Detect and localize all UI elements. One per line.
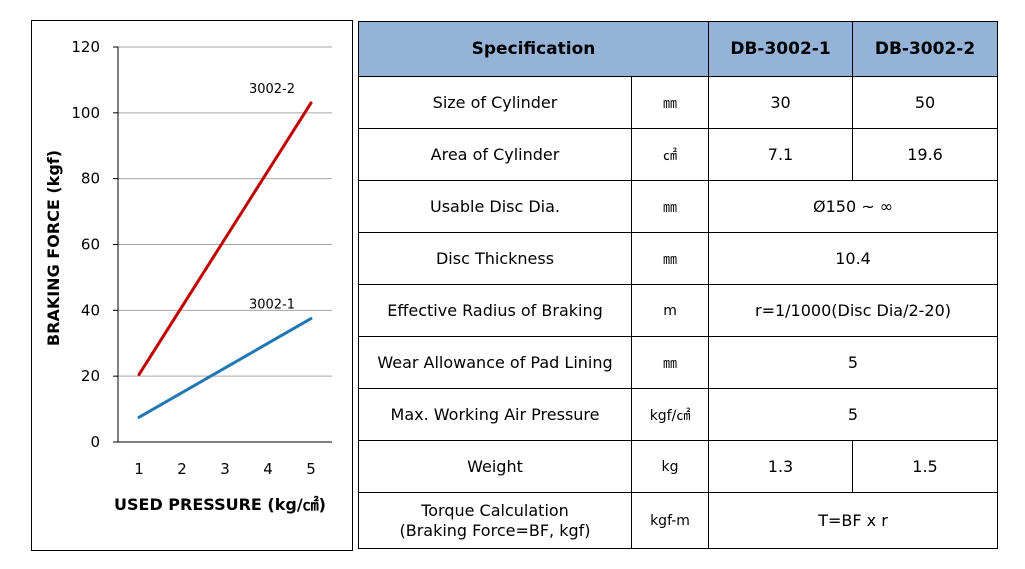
header-db-3002-2: DB-3002-2 xyxy=(852,21,999,77)
row-unit: ㎜ xyxy=(630,180,710,233)
y-axis-title: BRAKING FORCE (kgf) xyxy=(44,150,63,346)
series-label-3002-2: 3002-2 xyxy=(249,82,295,97)
specification-table: Specification DB-3002-1 DB-3002-2 Size o… xyxy=(357,21,999,549)
row-value-shared: T=BF x r xyxy=(708,492,999,549)
table-row: Effective Radius of Braking m r=1/1000(D… xyxy=(358,284,999,337)
row-unit: ㎜ xyxy=(630,336,710,389)
x-tick-label: 5 xyxy=(306,460,316,478)
row-value-shared: 10.4 xyxy=(708,232,999,285)
row-unit: kgf-m xyxy=(630,492,710,549)
y-tick-label: 120 xyxy=(71,38,100,56)
row-value-db-3002-1: 7.1 xyxy=(708,128,854,181)
y-tick-label: 100 xyxy=(71,104,100,122)
row-label: Wear Allowance of Pad Lining xyxy=(358,336,632,389)
y-tick-label: 0 xyxy=(90,433,100,451)
row-value-db-3002-2: 19.6 xyxy=(852,128,999,181)
row-label-line-2: (Braking Force=BF, kgf) xyxy=(399,520,591,540)
y-tick-label: 80 xyxy=(81,170,100,188)
table-row: Wear Allowance of Pad Lining ㎜ 5 xyxy=(358,336,999,389)
table-row: Torque Calculation (Braking Force=BF, kg… xyxy=(358,492,999,549)
row-value-db-3002-2: 50 xyxy=(852,76,999,129)
row-unit: ㎜ xyxy=(630,232,710,285)
row-label: Effective Radius of Braking xyxy=(358,284,632,337)
row-unit: m xyxy=(630,284,710,337)
series-line-3002-1 xyxy=(137,317,313,419)
row-label: Usable Disc Dia. xyxy=(358,180,632,233)
row-value-shared: 5 xyxy=(708,336,999,389)
row-unit: ㎠ xyxy=(630,128,710,181)
row-value-db-3002-1: 30 xyxy=(708,76,854,129)
header-specification: Specification xyxy=(357,21,710,77)
row-label: Weight xyxy=(358,440,632,493)
table-row: Usable Disc Dia. ㎜ Ø150 ~ ∞ xyxy=(358,180,999,233)
row-value-db-3002-1: 1.3 xyxy=(708,440,854,493)
y-tick-label: 20 xyxy=(81,367,100,385)
table-row: Weight kg 1.3 1.5 xyxy=(358,440,999,493)
row-unit: ㎜ xyxy=(630,76,710,129)
row-value-shared: r=1/1000(Disc Dia/2-20) xyxy=(708,284,999,337)
row-label: Size of Cylinder xyxy=(358,76,632,129)
y-tick-label: 40 xyxy=(81,301,100,319)
row-value-shared: Ø150 ~ ∞ xyxy=(708,180,999,233)
table-row: Area of Cylinder ㎠ 7.1 19.6 xyxy=(358,128,999,181)
x-tick-label: 3 xyxy=(220,460,230,478)
x-axis-title: USED PRESSURE (kg/㎠) xyxy=(114,495,326,514)
braking-force-chart: 0 20 40 60 80 100 120 1 2 3 4 5 3002-2 3002-1 USED PRE… xyxy=(31,20,353,551)
y-tick-label: 60 xyxy=(81,236,100,254)
table-row: Disc Thickness ㎜ 10.4 xyxy=(358,232,999,285)
chart-svg: 0 20 40 60 80 100 120 1 2 3 4 5 3002-2 3002-1 USED PRE… xyxy=(44,38,332,514)
row-label: Torque Calculation (Braking Force=BF, kg… xyxy=(358,492,632,549)
row-unit: kgf/㎠ xyxy=(630,388,710,441)
table-header-row: Specification DB-3002-1 DB-3002-2 xyxy=(357,21,999,77)
row-unit: kg xyxy=(630,440,710,493)
x-tick-label: 2 xyxy=(177,460,187,478)
row-label-line-1: Torque Calculation xyxy=(421,500,569,520)
x-tick-label: 4 xyxy=(263,460,273,478)
header-db-3002-1: DB-3002-1 xyxy=(708,21,854,77)
table-row: Max. Working Air Pressure kgf/㎠ 5 xyxy=(358,388,999,441)
table-row: Size of Cylinder ㎜ 30 50 xyxy=(358,76,999,129)
series-line-3002-2 xyxy=(137,101,313,377)
row-label: Area of Cylinder xyxy=(358,128,632,181)
x-tick-label: 1 xyxy=(134,460,144,478)
row-value-db-3002-2: 1.5 xyxy=(852,440,999,493)
row-value-shared: 5 xyxy=(708,388,999,441)
row-label: Disc Thickness xyxy=(358,232,632,285)
row-label: Max. Working Air Pressure xyxy=(358,388,632,441)
series-label-3002-1: 3002-1 xyxy=(249,298,295,313)
